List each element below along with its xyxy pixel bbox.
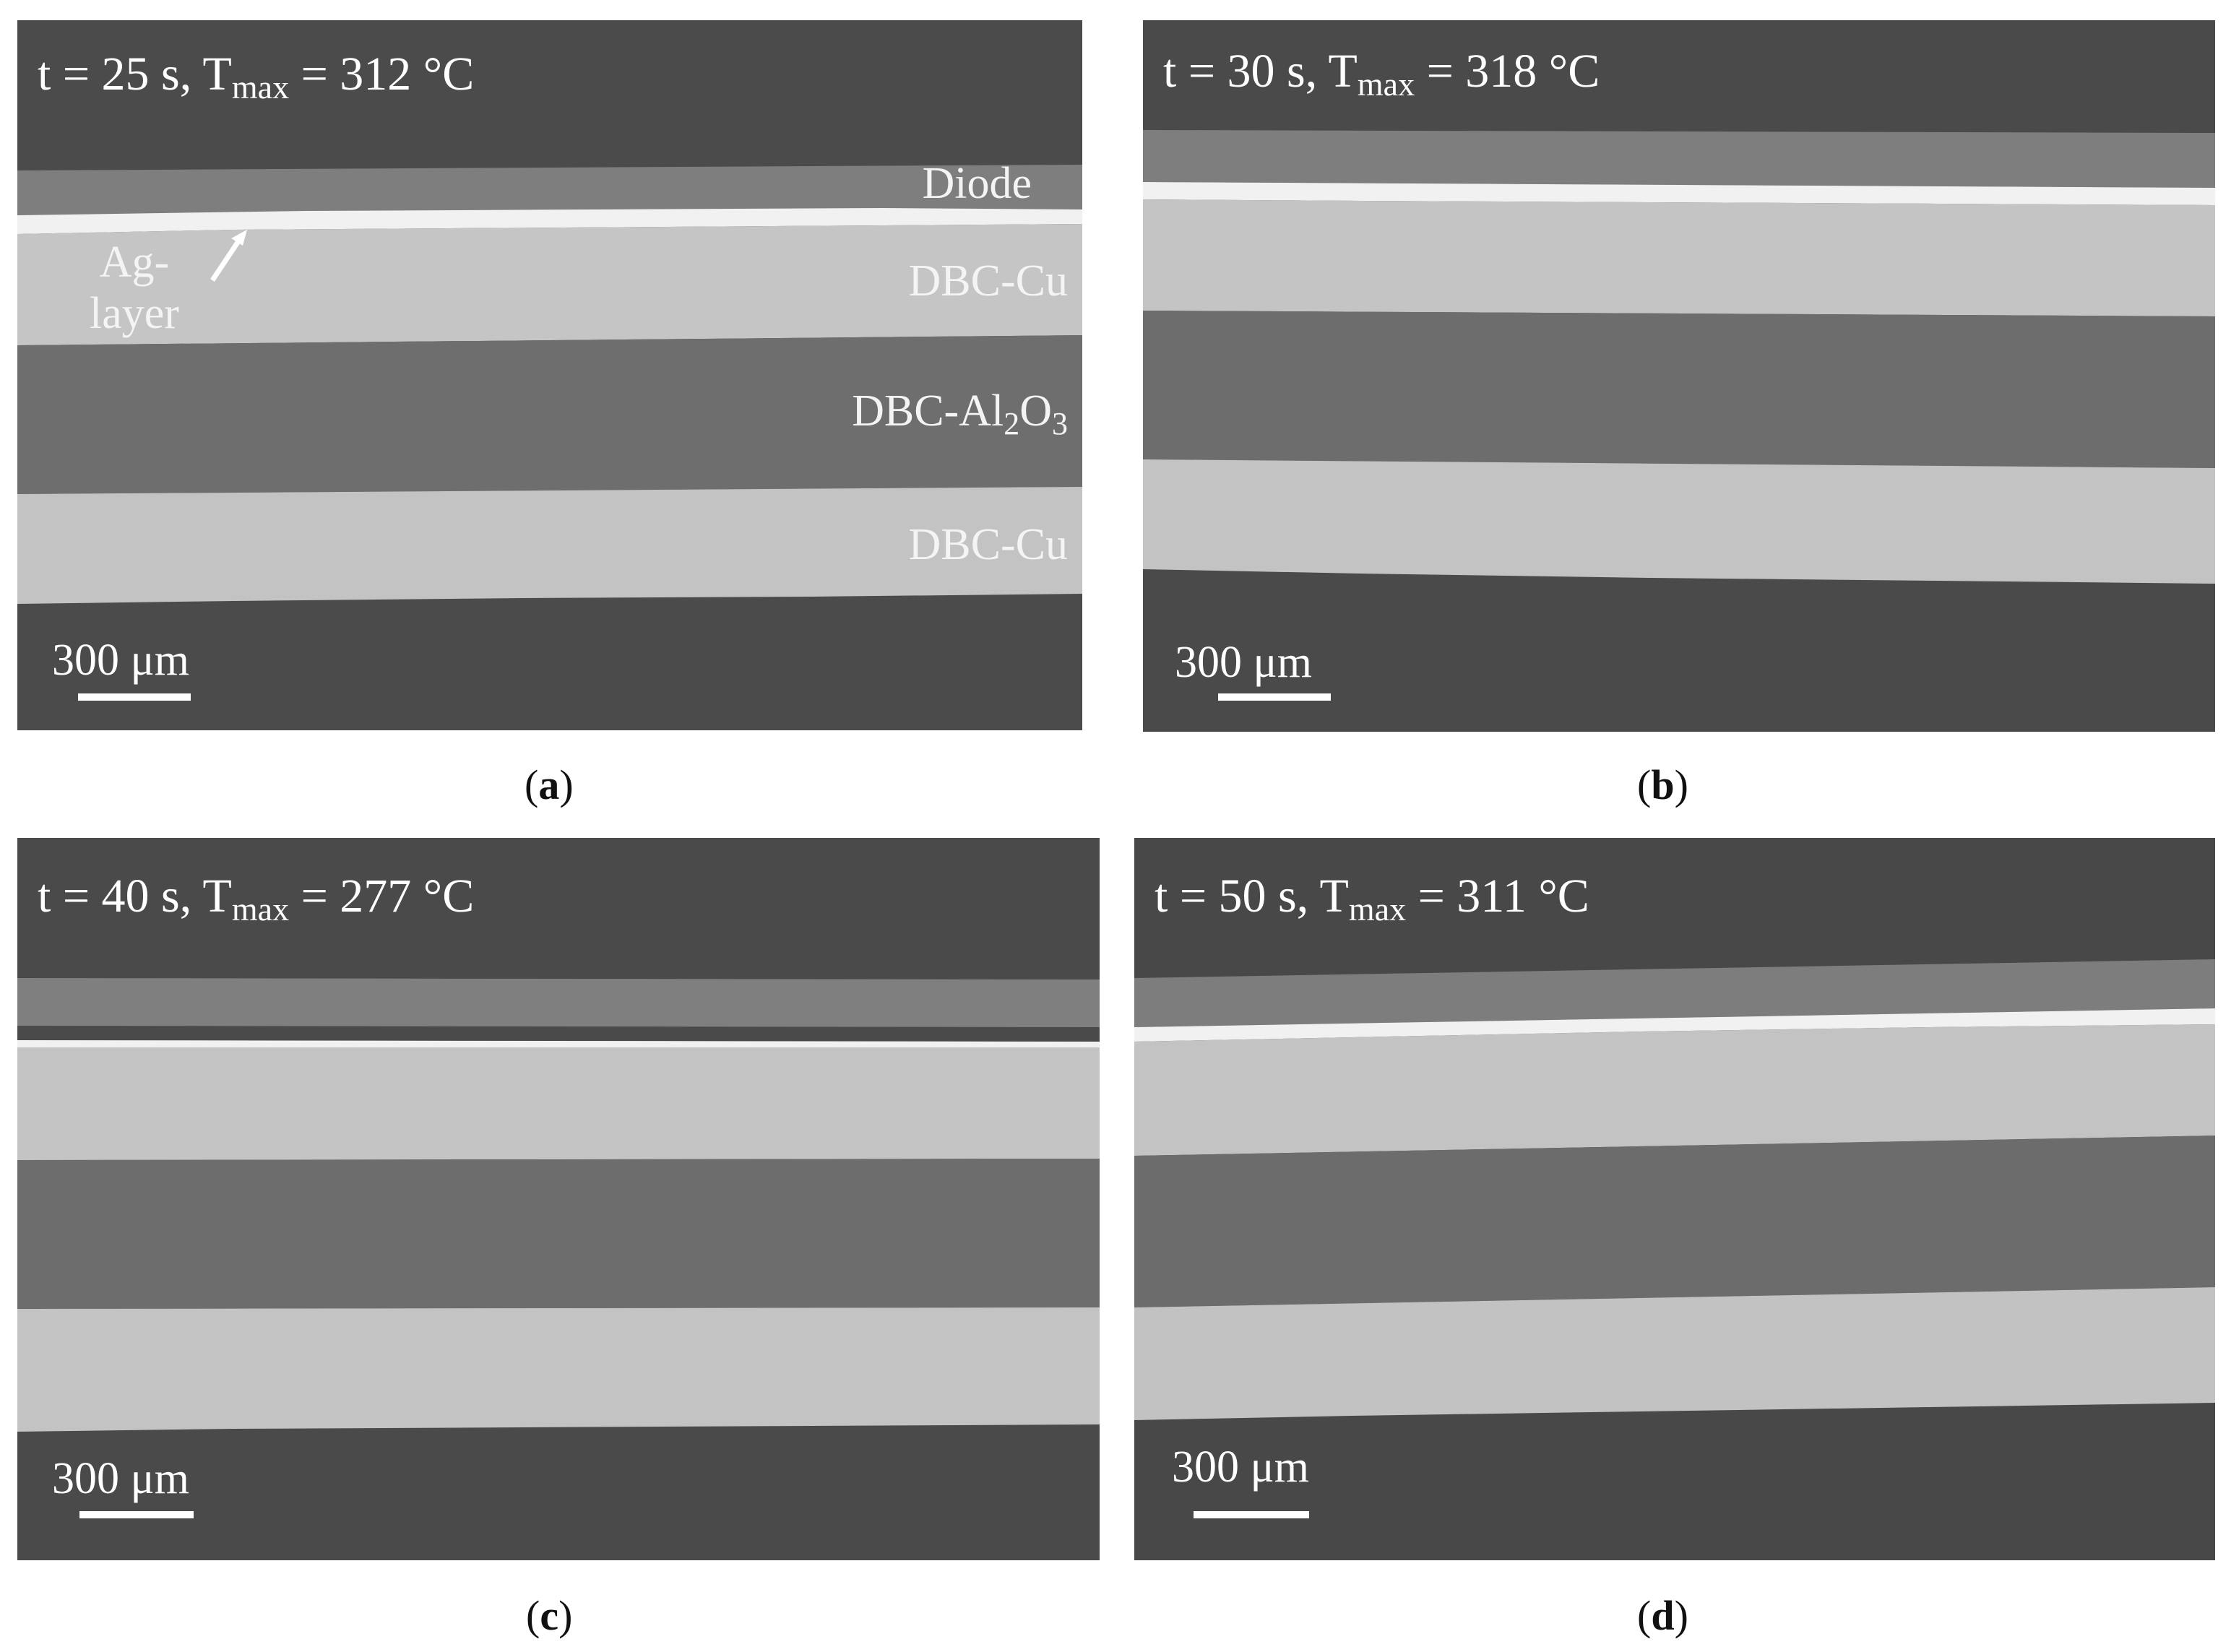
layer-label-dbc-al2o3: DBC-Al2O3 [852,386,1068,441]
cross-section-image-c [17,838,1100,1560]
caption-a: (a) [525,761,574,808]
scale-bar [1218,693,1331,701]
cross-section-image-a [17,20,1082,730]
caption-b: (b) [1637,761,1688,808]
layer-label-diode: Diode [922,159,1032,208]
time-temperature-label: t = 30 s, Tmax = 318 °C [1163,45,1600,103]
micrograph-panel-c: t = 40 s, Tmax = 277 °C 300 μm [17,838,1100,1560]
ag-layer-label: Ag-layer [90,238,179,339]
scale-bar [1194,1511,1309,1518]
cross-section-image-b [1143,20,2215,732]
caption-c: (c) [526,1592,573,1639]
caption-d: (d) [1637,1592,1688,1639]
scale-bar [78,693,191,701]
scale-bar-label: 300 μm [52,1454,189,1503]
scale-bar-label: 300 μm [1172,1443,1309,1492]
scale-bar [79,1511,194,1518]
cross-section-image-d [1134,838,2215,1560]
micrograph-panel-a: t = 25 s, Tmax = 312 °C Diode DBC-Cu DBC… [17,20,1082,730]
time-temperature-label: t = 25 s, Tmax = 312 °C [38,48,475,105]
micrograph-panel-d: t = 50 s, Tmax = 311 °C 300 μm [1134,838,2215,1560]
time-temperature-label: t = 50 s, Tmax = 311 °C [1155,870,1589,927]
layer-label-dbc-cu-top: DBC-Cu [908,256,1068,306]
scale-bar-label: 300 μm [52,636,189,685]
time-temperature-label: t = 40 s, Tmax = 277 °C [38,870,475,927]
micrograph-panel-b: t = 30 s, Tmax = 318 °C 300 μm [1143,20,2215,732]
layer-label-dbc-cu-bottom: DBC-Cu [908,520,1068,569]
scale-bar-label: 300 μm [1175,638,1312,687]
